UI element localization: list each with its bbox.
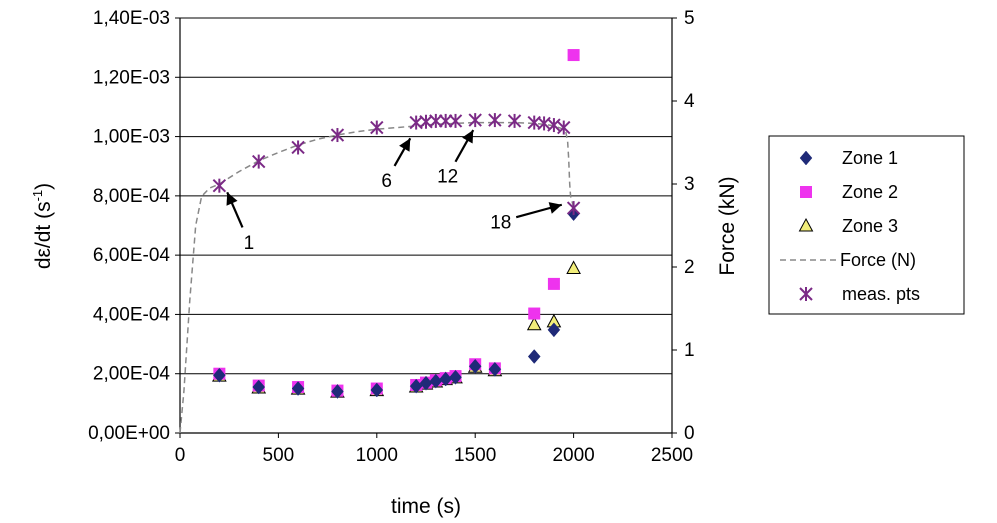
annotation: 1: [226, 191, 255, 254]
x-tick-label: 1000: [356, 445, 398, 466]
data-point: [331, 384, 344, 399]
data-point: [547, 322, 561, 338]
data-point: [507, 113, 522, 128]
data-point: [527, 349, 541, 364]
data-point: [448, 113, 463, 128]
y-axis-ticks: 0,00E+00 2,00E-04 4,00E-04 6,00E-04 8,00E-04…: [88, 8, 180, 444]
force-line: [179, 121, 575, 434]
annotation-arrowhead: [399, 138, 411, 152]
annotation: 18: [490, 202, 563, 233]
data-point: [252, 379, 266, 395]
data-point: [566, 260, 581, 274]
annotation-arrowhead: [548, 202, 562, 214]
y-tick-label: 1,00E-03: [93, 127, 170, 148]
data-point: [528, 307, 541, 320]
legend-swatch: [799, 150, 813, 166]
data-point: [526, 316, 542, 331]
legend-swatch: [800, 186, 812, 198]
legend-item: Zone 3: [798, 216, 898, 236]
y-tick-label: 4,00E-04: [93, 304, 171, 325]
legend-swatch: [799, 287, 813, 301]
legend-label: Force (N): [840, 250, 916, 270]
x-tick-label: 2500: [651, 445, 693, 466]
series-zone-3: [212, 260, 581, 398]
data-point: [547, 118, 561, 133]
annotation: 6: [381, 137, 412, 192]
legend-item: Zone 1: [799, 148, 898, 168]
x-tick-label: 500: [263, 445, 295, 466]
y2-tick-label: 2: [684, 257, 695, 278]
series-meas-pts: [212, 113, 581, 216]
gridlines: [180, 17, 672, 375]
annotation-label: 18: [490, 212, 511, 233]
data-point: [547, 277, 560, 290]
data-point: [567, 49, 580, 62]
data-point: [212, 178, 227, 193]
legend-item: meas. pts: [799, 284, 920, 304]
legend-item: Force (N): [780, 250, 916, 270]
data-point: [488, 361, 502, 377]
series-zone-2: [213, 49, 580, 397]
annotation-label: 12: [437, 167, 458, 188]
x-tick-label: 2000: [552, 445, 594, 466]
y2-tick-label: 3: [684, 174, 695, 195]
plot-area: [179, 49, 581, 434]
y-axis-label-close: ): [32, 183, 55, 190]
y2-axis-label: Force (kN): [716, 176, 739, 275]
annotation-label: 1: [244, 233, 255, 254]
y2-tick-label: 4: [684, 91, 695, 112]
data-point: [438, 113, 453, 128]
legend-label: meas. pts: [842, 284, 920, 304]
y-tick-label: 8,00E-04: [93, 186, 171, 207]
annotation-arrowhead: [462, 130, 474, 144]
annotation-arrowhead: [226, 192, 238, 206]
x-tick-label: 0: [175, 445, 186, 466]
y2-tick-label: 5: [684, 8, 695, 29]
data-point: [429, 113, 443, 128]
y-tick-label: 6,00E-04: [93, 245, 171, 266]
annotation-label: 6: [381, 171, 392, 192]
annotation: 12: [437, 129, 475, 188]
y-axis-label: dε/dt (s-1): [30, 183, 55, 269]
series-zone-1: [213, 206, 580, 399]
legend-swatch: [798, 217, 814, 232]
legend-item: Zone 2: [800, 182, 898, 202]
axes: [179, 18, 673, 434]
y-tick-label: 0,00E+00: [88, 423, 170, 444]
data-point: [449, 369, 462, 385]
data-point: [468, 113, 482, 128]
data-point: [468, 358, 482, 374]
data-point: [291, 140, 305, 155]
data-point: [370, 382, 384, 398]
legend: Zone 1 Zone 2 Zone 3 Force (N) meas. pts: [768, 135, 965, 315]
x-axis-label: time (s): [391, 495, 461, 518]
y-axis-label-exp: -1: [30, 190, 45, 202]
y-axis-label-base: dε/dt (s: [32, 201, 55, 269]
y2-tick-label: 1: [684, 340, 695, 361]
legend-label: Zone 3: [842, 216, 898, 236]
data-point: [409, 378, 423, 394]
y-tick-label: 2,00E-04: [93, 364, 171, 385]
data-point: [370, 120, 384, 135]
data-point: [252, 154, 266, 169]
y-tick-label: 1,20E-03: [93, 67, 170, 88]
x-tick-label: 1500: [454, 445, 496, 466]
y-tick-label: 1,40E-03: [93, 8, 170, 29]
y2-tick-label: 0: [684, 423, 695, 444]
series-force-n: [179, 121, 575, 434]
data-point: [488, 113, 502, 128]
data-point: [291, 381, 305, 396]
legend-label: Zone 1: [842, 148, 898, 168]
x-axis-ticks: 0 500 1000 1500 2000 2500: [175, 433, 693, 466]
data-point: [330, 128, 345, 143]
y2-axis-ticks: 0 1 2 3 4 5: [672, 8, 695, 444]
data-point: [557, 120, 571, 135]
data-point: [566, 201, 581, 216]
data-point: [213, 367, 226, 383]
legend-box: [768, 135, 965, 315]
legend-label: Zone 2: [842, 182, 898, 202]
annotations: 1 6 12 18: [226, 129, 563, 254]
